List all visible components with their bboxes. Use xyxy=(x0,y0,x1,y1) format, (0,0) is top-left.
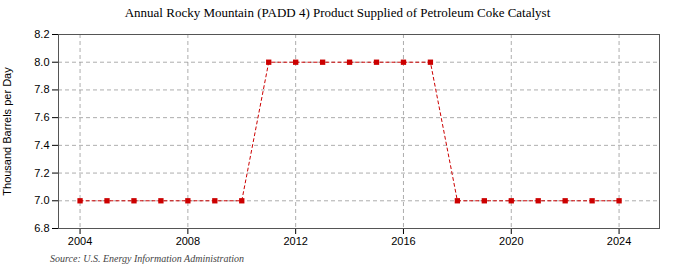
svg-text:2024: 2024 xyxy=(607,235,631,247)
svg-text:2016: 2016 xyxy=(391,235,415,247)
svg-text:8.2: 8.2 xyxy=(34,28,49,40)
html-text:Source: U.S. Energy Informatio: Source: U.S. Energy Information Administ… xyxy=(50,253,245,264)
svg-text:7.0: 7.0 xyxy=(34,194,49,206)
svg-text:7.2: 7.2 xyxy=(34,167,49,179)
html-text:Annual Rocky Mountain (PADD 4): Annual Rocky Mountain (PADD 4) Product S… xyxy=(124,5,551,20)
svg-text:2008: 2008 xyxy=(176,235,200,247)
svg-text:Thousand Barrels per Day: Thousand Barrels per Day xyxy=(1,67,13,196)
svg-text:7.6: 7.6 xyxy=(34,111,49,123)
svg-text:7.4: 7.4 xyxy=(34,139,49,151)
svg-text:8.0: 8.0 xyxy=(34,56,49,68)
svg-text:2004: 2004 xyxy=(68,235,92,247)
svg-text:7.8: 7.8 xyxy=(34,83,49,95)
svg-text:2012: 2012 xyxy=(283,235,307,247)
svg-text:6.8: 6.8 xyxy=(34,222,49,234)
svg-text:2020: 2020 xyxy=(499,235,523,247)
